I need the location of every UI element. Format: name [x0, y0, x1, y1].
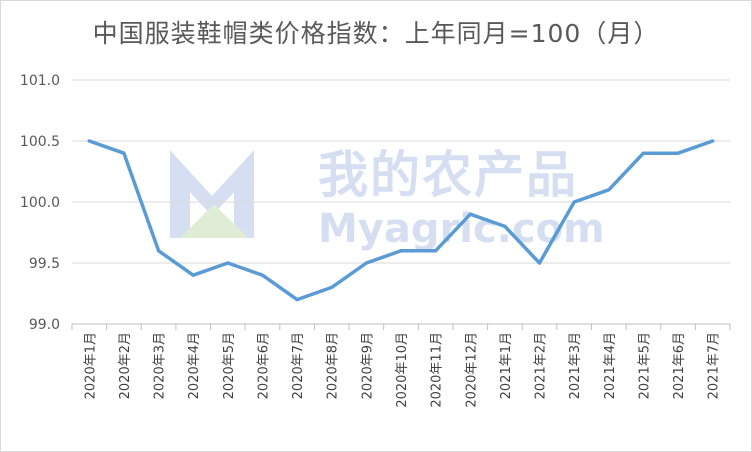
x-tick-label: 2020年7月: [291, 332, 306, 399]
data-point: [87, 139, 91, 143]
data-point: [676, 151, 680, 155]
x-tick-label: 2021年6月: [672, 332, 687, 399]
watermark-en-text: Myagric.com: [318, 206, 605, 252]
x-tick-label: 2020年4月: [187, 332, 202, 399]
data-point: [295, 298, 299, 302]
data-point: [122, 151, 126, 155]
data-point: [260, 273, 264, 277]
data-point: [157, 249, 161, 253]
x-tick-label: 2021年2月: [534, 332, 549, 399]
chart-title: 中国服装鞋帽类价格指数：上年同月=100（月）: [92, 19, 660, 48]
data-point: [538, 261, 542, 265]
watermark-logo: 我的农产品 Myagric.com: [170, 146, 605, 252]
x-tick-label: 2020年8月: [326, 332, 341, 399]
data-point: [330, 285, 334, 289]
x-tick-label: 2021年5月: [637, 332, 652, 399]
data-point: [364, 261, 368, 265]
y-tick-label: 99.5: [29, 256, 60, 272]
data-point: [711, 139, 715, 143]
x-tick-label: 2021年1月: [499, 332, 514, 399]
x-tick-label: 2020年2月: [118, 332, 133, 399]
data-point: [607, 188, 611, 192]
x-tick-label: 2020年11月: [430, 332, 445, 408]
watermark-cn-text: 我的农产品: [318, 146, 578, 204]
data-point: [191, 273, 195, 277]
y-tick-label: 100.5: [20, 134, 60, 150]
x-tick-label: 2021年7月: [707, 332, 722, 399]
x-tick-label: 2020年10月: [395, 332, 410, 408]
data-point: [468, 212, 472, 216]
y-tick-label: 99.0: [29, 317, 60, 333]
data-point: [434, 249, 438, 253]
watermark-m-icon: [170, 150, 254, 238]
x-tick-label: 2020年3月: [153, 332, 168, 399]
y-tick-label: 101.0: [20, 73, 60, 89]
data-point: [399, 249, 403, 253]
x-tick-label: 2020年5月: [222, 332, 237, 399]
x-tick-label: 2021年3月: [568, 332, 583, 399]
x-tick-label: 2020年6月: [256, 332, 271, 399]
x-tick-label: 2021年4月: [603, 332, 618, 399]
x-tick-label: 2020年9月: [360, 332, 375, 399]
y-tick-label: 100.0: [20, 195, 60, 211]
x-tick-label: 2020年12月: [464, 332, 479, 408]
x-tick-label: 2020年1月: [83, 332, 98, 399]
data-point: [226, 261, 230, 265]
data-point: [641, 151, 645, 155]
data-point: [503, 224, 507, 228]
data-point: [572, 200, 576, 204]
